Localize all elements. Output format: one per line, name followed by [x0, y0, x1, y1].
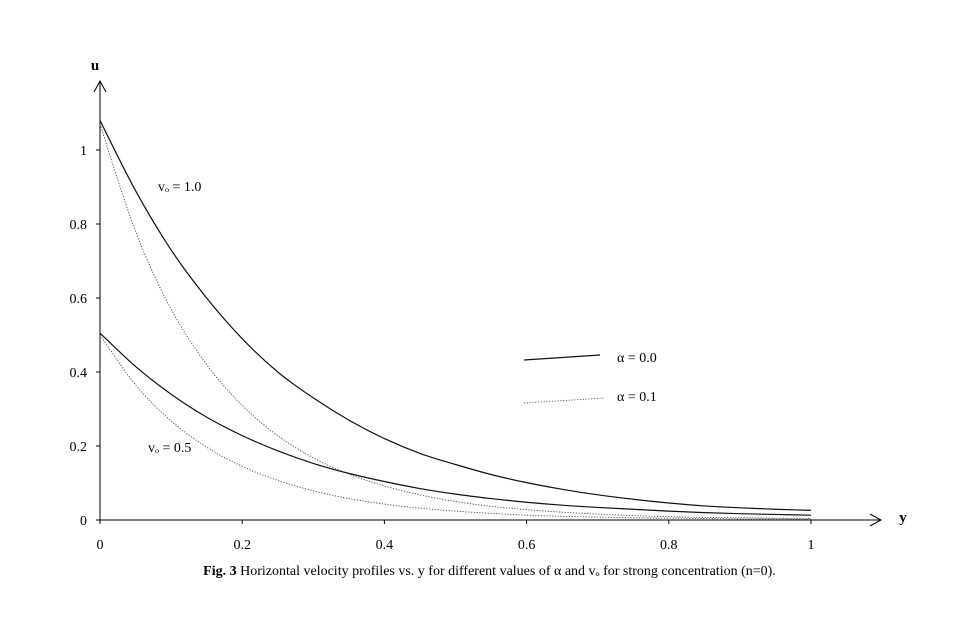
series-line-solid-v0_1: [99, 120, 812, 511]
caption-prefix: Fig. 3: [203, 564, 237, 579]
x-tick-label: 0.2: [233, 538, 251, 553]
series-line-dotted-v0_1: [99, 123, 812, 519]
annotation-v0_1: vₒ = 1.0: [158, 180, 201, 195]
legend-label-solid: α = 0.0: [617, 351, 657, 366]
caption-text: Horizontal velocity profiles vs. y for d…: [236, 564, 776, 579]
y-axis-arrow: [93, 79, 107, 93]
legend: α = 0.0 α = 0.1: [523, 351, 657, 405]
x-tick-label: 0.6: [518, 538, 536, 553]
annotation-v0_05: vₒ = 0.5: [148, 441, 191, 456]
x-axis-label: y: [899, 510, 907, 526]
legend-swatch-dotted: [523, 397, 606, 404]
x-tick-label: 0.8: [660, 538, 678, 553]
legend-swatch-solid: [523, 354, 601, 361]
axes: 0 0.2 0.4 0.6 0.8 1 0 0.2 0.4 0.6 0.8 1 u y: [70, 58, 908, 553]
y-tick-label: 0: [80, 514, 87, 529]
x-axis-arrow: [869, 513, 883, 527]
series-line-solid-v0_05: [99, 332, 812, 516]
x-tick-label: 0: [97, 538, 104, 553]
annotations: vₒ = 1.0 vₒ = 0.5: [148, 180, 201, 456]
series-line-dotted-v0_05: [99, 334, 812, 520]
y-tick-label: 0.2: [70, 440, 88, 455]
y-tick-label: 0.4: [70, 366, 88, 381]
x-tick-label: 0.4: [376, 538, 394, 553]
x-tick-label: 1: [808, 538, 815, 553]
y-axis-label: u: [91, 58, 99, 74]
series-layer: [99, 120, 812, 520]
figure-caption: Fig. 3 Horizontal velocity profiles vs. …: [0, 564, 979, 580]
y-tick-label: 1: [80, 144, 87, 159]
legend-label-dotted: α = 0.1: [617, 390, 657, 405]
y-tick-label: 0.6: [70, 292, 88, 307]
y-tick-label: 0.8: [70, 218, 88, 233]
